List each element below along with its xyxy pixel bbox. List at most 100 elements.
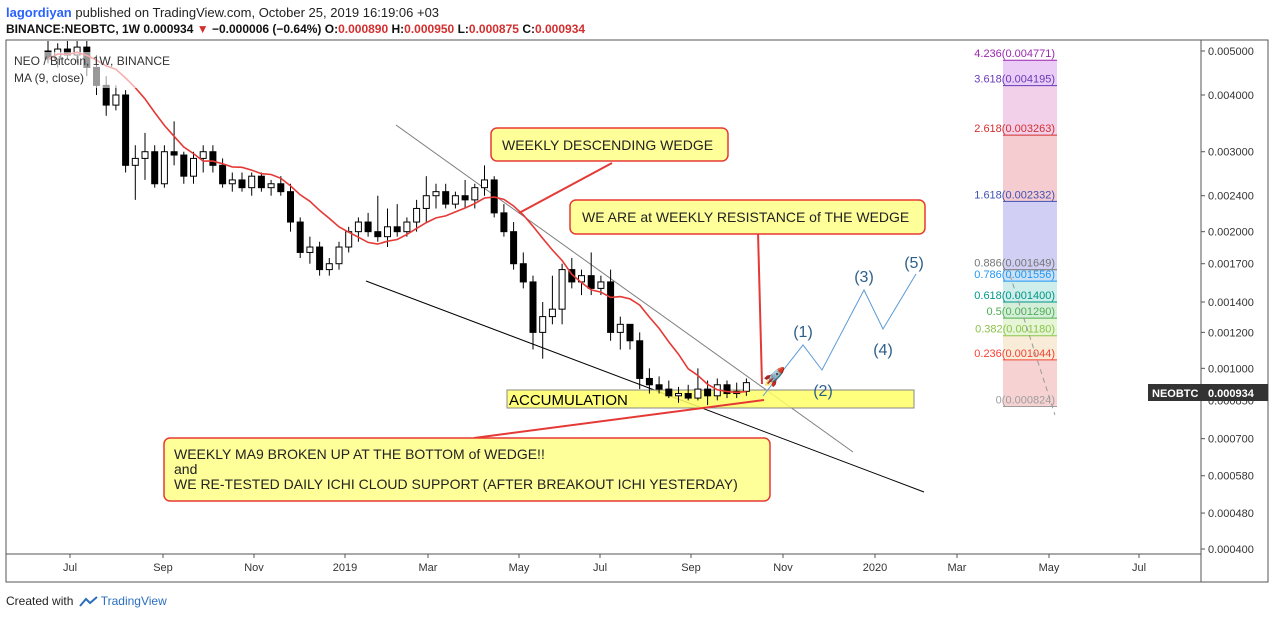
candle-body — [131, 157, 139, 166]
price-tick-label: 0.001200 — [1208, 327, 1254, 339]
candle-body — [374, 231, 382, 238]
candle-body — [403, 221, 411, 233]
price-tick-label: 0.001000 — [1208, 363, 1254, 375]
legend-bg — [10, 52, 180, 88]
price-change: −0.000006 (−0.64%) — [211, 22, 322, 36]
fib-level-label: 0.5(0.001290) — [987, 306, 1056, 318]
wave-label: (1) — [793, 324, 813, 341]
time-tick-label: Mar — [948, 562, 967, 574]
price-chart[interactable]: 4.236(0.004771) 3.618(0.004195) 2.618(0.00… — [0, 0, 1274, 590]
low-value: 0.000875 — [468, 22, 519, 36]
wave-labels: (1) (2) (3) (4) (5) — [793, 255, 924, 400]
time-tick-label: Jul — [1132, 562, 1146, 574]
last-price: 0.000934 — [143, 22, 194, 36]
time-tick-label: May — [509, 562, 530, 574]
fib-zone — [1003, 335, 1057, 360]
price-tick-label: 0.002400 — [1208, 191, 1254, 203]
author-link[interactable]: lagordiyan — [6, 5, 72, 20]
candle-body — [616, 323, 624, 333]
fib-zone — [1003, 269, 1057, 282]
candle-body — [607, 281, 615, 333]
candle-body — [267, 183, 275, 189]
candle-body — [257, 175, 265, 189]
price-tick-label: 0.001700 — [1208, 259, 1254, 271]
current-price-symbol: NEOBTC — [1152, 388, 1199, 400]
accumulation-label: ACCUMULATION — [509, 392, 628, 409]
candle-body — [306, 246, 314, 253]
tradingview-link[interactable]: TradingView — [100, 594, 167, 608]
candle-body — [675, 393, 682, 397]
price-tick-label: 0.005000 — [1208, 46, 1254, 58]
price-tick-label: 0.003000 — [1208, 147, 1254, 159]
wave-label: (5) — [904, 255, 924, 272]
fib-level-label: 0.382(0.001180) — [975, 324, 1055, 336]
fib-level-label: 0(0.000824) — [996, 395, 1055, 407]
ma-callout-line3: WE RE-TESTED DAILY ICHI CLOUD SUPPORT (A… — [174, 476, 738, 492]
ma-legend: MA (9, close) — [14, 71, 84, 85]
candle-body — [199, 151, 207, 159]
candle-body — [539, 316, 547, 333]
time-tick-label: Sep — [153, 562, 173, 574]
candle-body — [335, 246, 343, 265]
current-price-value: 0.000934 — [1208, 388, 1255, 400]
ma9-line — [47, 51, 747, 394]
chart-frame — [5, 39, 1269, 583]
fib-extension-fill — [1003, 60, 1057, 407]
high-value: 0.000950 — [404, 22, 455, 36]
publish-info: lagordiyan published on TradingView.com,… — [6, 5, 439, 20]
time-tick-label: Sep — [681, 562, 701, 574]
candle-body — [151, 151, 159, 185]
candle-body — [422, 195, 430, 209]
candle-body — [723, 384, 731, 395]
wave-label: (4) — [873, 342, 893, 359]
candle-body — [471, 187, 479, 201]
wave-label: (3) — [854, 269, 874, 286]
price-tick-label: 0.004000 — [1208, 90, 1254, 102]
candle-body — [481, 179, 488, 189]
open-label: O: — [324, 22, 339, 36]
candle-body — [665, 388, 673, 397]
resistance-callout — [569, 199, 926, 235]
time-tick-label: 2019 — [333, 562, 357, 574]
price-tick-label: 0.000580 — [1208, 471, 1254, 483]
fib-zone — [1003, 60, 1057, 86]
fib-level-label: 4.236(0.004771) — [974, 48, 1055, 60]
candle-body — [636, 340, 644, 379]
current-price-tag — [1148, 384, 1268, 401]
candle-body — [500, 212, 508, 233]
candle-body — [529, 281, 537, 333]
price-tick-label: 0.001400 — [1208, 297, 1254, 309]
price-tick-label: 0.002000 — [1208, 227, 1254, 239]
time-tick-label: 2020 — [863, 562, 887, 574]
fib-zone — [1003, 318, 1057, 336]
candle-body — [209, 151, 217, 166]
price-tick-label: 0.000700 — [1208, 434, 1254, 446]
fib-level-label: 1.618(0.002332) — [974, 189, 1055, 201]
fib-level-label: 0.786(0.001556) — [974, 269, 1055, 281]
fib-zone — [1003, 359, 1057, 407]
low-label: L: — [457, 22, 469, 36]
candle-body — [393, 226, 401, 233]
resistance-callout-pointer — [757, 231, 763, 385]
candle-body — [548, 308, 556, 318]
candles — [44, 41, 750, 406]
candle-body — [694, 388, 702, 399]
candle-body — [704, 388, 712, 397]
ma-callout-pointer — [473, 399, 765, 439]
wave-label: (2) — [813, 383, 833, 400]
time-tick-label: Mar — [419, 562, 438, 574]
series-legend: NEO / Bitcoin, 1W, BINANCE — [14, 54, 170, 68]
candle-body — [432, 191, 440, 197]
candle-body — [645, 377, 653, 386]
symbol-label: BINANCE:NEOBTC, 1W — [6, 22, 140, 36]
fib-level-label: 2.618(0.003263) — [974, 123, 1055, 135]
candle-body — [228, 179, 236, 185]
high-label: H: — [391, 22, 405, 36]
candle-body — [180, 154, 188, 177]
elliott-projection — [762, 273, 917, 397]
fib-level-label: 0.236(0.001044) — [974, 348, 1055, 360]
candle-body — [248, 175, 256, 189]
price-tick-label: 0.000400 — [1208, 544, 1254, 556]
candle-body — [296, 221, 304, 253]
candle-body — [451, 195, 459, 205]
